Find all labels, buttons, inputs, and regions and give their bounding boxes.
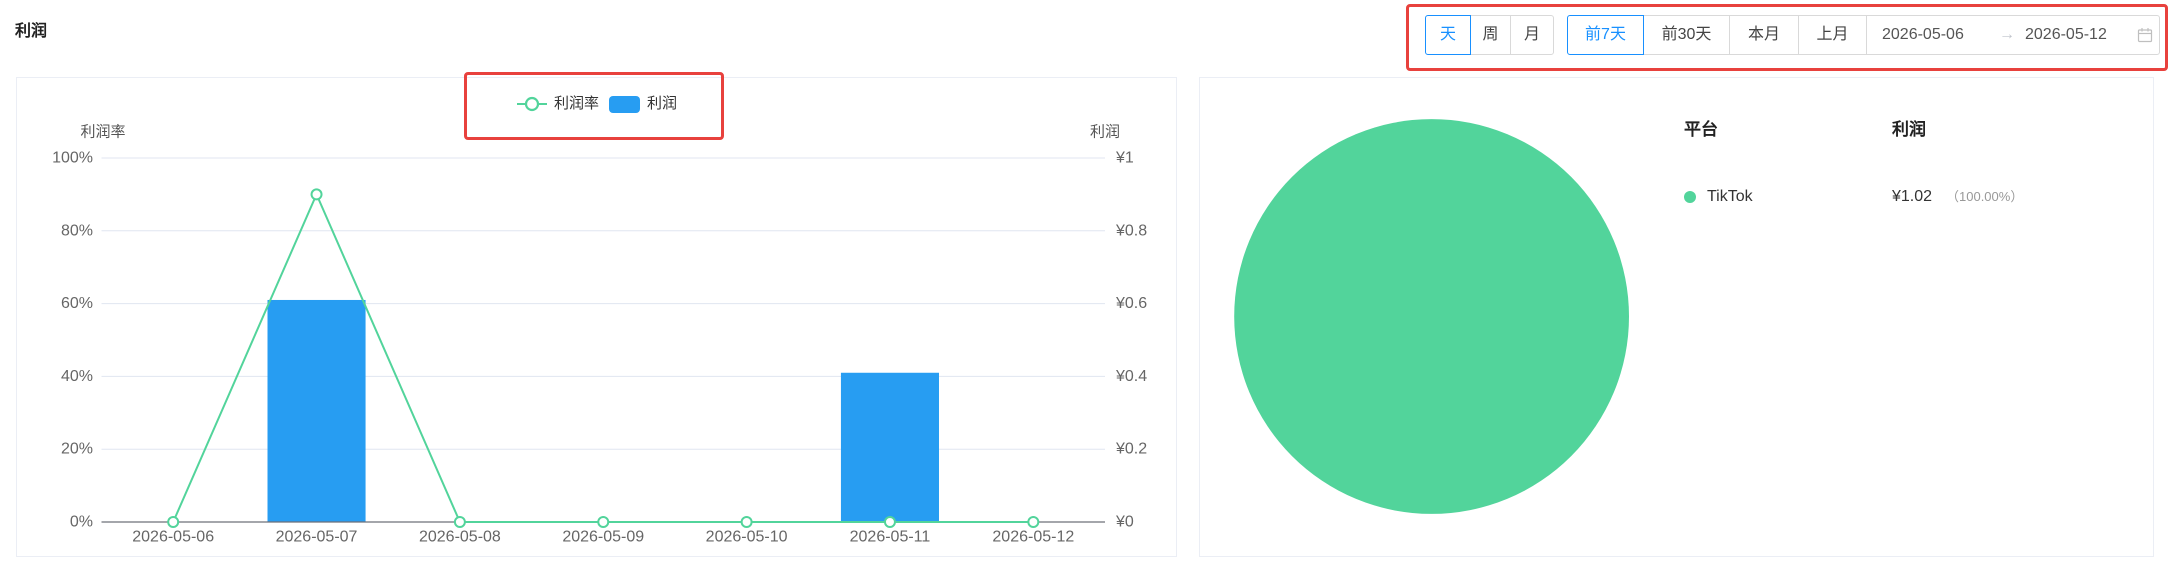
y-left-tick-label: 40% (61, 368, 93, 385)
calendar-icon[interactable] (2137, 27, 2153, 43)
y-right-tick-label: ¥1 (1115, 150, 1134, 167)
legend-label-profit: 利润 (647, 95, 678, 112)
y-right-axis-title: 利润 (1090, 124, 1120, 141)
granularity-day-button[interactable]: 天 (1425, 15, 1471, 55)
bar-series-legend-icon (609, 95, 641, 113)
profit-combo-chart: 0% ¥0 20% ¥0.2 40% ¥0.4 60% ¥0.6 80% ¥0.8 100% ¥1 利润… (52, 124, 1147, 546)
profit-rate-point (597, 516, 610, 528)
granularity-month-button[interactable]: 月 (1510, 15, 1554, 55)
platform-name: TikTok (1707, 188, 1753, 205)
profit-rate-point (740, 516, 753, 528)
y-left-tick-label: 100% (52, 150, 93, 167)
platform-share: （100.00%） (1946, 189, 2024, 204)
platform-share-panel: 平台 利润 TikTok ¥1.02 （100.00%） (1199, 77, 2154, 557)
range-last-7-days-button[interactable]: 前7天 (1567, 15, 1644, 55)
profit-column-header: 利润 (1892, 120, 1926, 139)
granularity-group: 天 周 月 (1425, 15, 1554, 55)
y-left-tick-label: 80% (61, 222, 93, 239)
x-tick-label: 2026-05-12 (992, 529, 1074, 546)
y-right-tick-label: ¥0.2 (1115, 441, 1147, 458)
range-this-month-button[interactable]: 本月 (1729, 15, 1799, 55)
y-left-tick-label: 0% (70, 514, 93, 531)
profit-bar (267, 299, 366, 522)
date-range-picker[interactable]: 2026-05-06 → 2026-05-12 (1866, 15, 2160, 55)
x-tick-label: 2026-05-10 (706, 529, 788, 546)
granularity-week-button[interactable]: 周 (1470, 15, 1511, 55)
end-date-input[interactable]: 2026-05-12 (2025, 26, 2107, 43)
x-tick-label: 2026-05-11 (850, 529, 931, 546)
platform-color-dot (1684, 191, 1696, 203)
start-date-input[interactable]: 2026-05-06 (1882, 26, 1964, 43)
x-tick-label: 2026-05-06 (132, 529, 214, 546)
quick-range-group: 前7天 前30天 本月 上月 2026-05-06 → 2026-05-12 (1567, 15, 2160, 55)
platform-profit: ¥1.02 (1892, 188, 1933, 205)
y-right-tick-label: ¥0.4 (1115, 368, 1147, 385)
platform-row: TikTok ¥1.02 （100.00%） (1200, 185, 2153, 209)
profit-rate-point (453, 516, 466, 528)
x-tick-label: 2026-05-09 (562, 529, 644, 546)
profit-rate-point (167, 516, 180, 528)
range-last-30-days-button[interactable]: 前30天 (1643, 15, 1730, 55)
profit-trend-panel: 0% ¥0 20% ¥0.2 40% ¥0.4 60% ¥0.6 80% ¥0.8 100% ¥1 利润… (16, 77, 1177, 557)
legend-label-profit-rate: 利润率 (554, 95, 600, 112)
legend-item-profit-rate[interactable]: 利润率 (517, 95, 599, 113)
platform-column-header: 平台 (1684, 120, 1718, 139)
profit-rate-point (1027, 516, 1040, 528)
date-range-arrow: → (1999, 26, 2015, 43)
profit-bar (840, 372, 939, 522)
platform-pie-chart (1234, 119, 1629, 514)
profit-rate-point (310, 188, 323, 201)
chart-legend: 利润率 利润 (517, 95, 677, 113)
line-series-legend-icon (517, 96, 547, 112)
legend-item-profit[interactable]: 利润 (609, 95, 677, 113)
y-left-tick-label: 60% (61, 295, 93, 312)
page-title: 利润 (15, 23, 48, 40)
y-right-tick-label: ¥0.6 (1115, 295, 1147, 312)
y-right-tick-label: ¥0.8 (1115, 222, 1147, 239)
y-right-tick-label: ¥0 (1115, 514, 1134, 531)
x-tick-label: 2026-05-07 (276, 529, 358, 546)
y-left-axis-title: 利润率 (80, 124, 125, 141)
toolbar: 天 周 月 前7天 前30天 本月 上月 2026-05-06 → 2026-0… (1425, 15, 2160, 55)
range-last-month-button[interactable]: 上月 (1798, 15, 1867, 55)
x-tick-label: 2026-05-08 (419, 529, 501, 546)
pie-slice (1234, 119, 1629, 514)
y-left-tick-label: 20% (61, 441, 93, 458)
profit-rate-point (883, 516, 896, 528)
